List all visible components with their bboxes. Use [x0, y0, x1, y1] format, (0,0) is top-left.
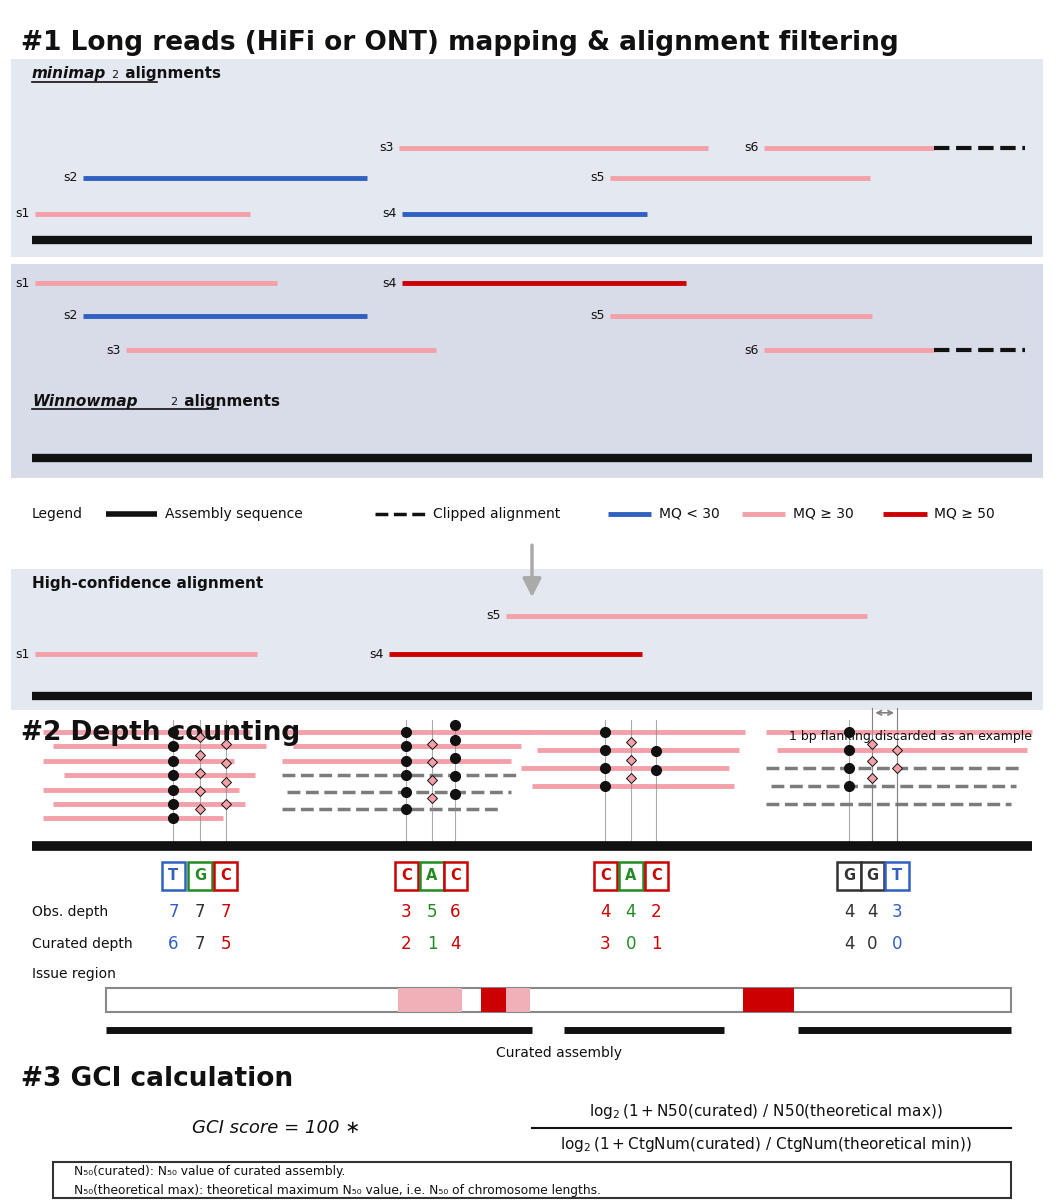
Text: 4: 4 — [450, 936, 461, 953]
Text: High-confidence alignment: High-confidence alignment — [32, 576, 263, 590]
Text: 1: 1 — [651, 936, 662, 953]
Text: s5: s5 — [486, 610, 501, 622]
Text: C: C — [220, 869, 231, 883]
Text: MQ ≥ 50: MQ ≥ 50 — [934, 506, 995, 521]
Text: C: C — [401, 869, 412, 883]
Text: G: G — [194, 869, 206, 883]
Text: minimap: minimap — [32, 66, 106, 80]
Bar — [481, 988, 506, 1012]
Bar — [743, 988, 794, 1012]
Bar — [506, 988, 530, 1012]
Text: N₅₀(curated): N₅₀ value of curated assembly.
N₅₀(theoretical max): theoretical m: N₅₀(curated): N₅₀ value of curated assem… — [74, 1165, 617, 1200]
Text: s3: s3 — [379, 142, 394, 154]
Text: s1: s1 — [15, 648, 30, 660]
Bar — [594, 862, 617, 890]
Text: 3: 3 — [401, 902, 412, 922]
Bar — [645, 862, 668, 890]
Bar — [444, 862, 467, 890]
Text: s6: s6 — [744, 142, 759, 154]
Text: 7: 7 — [195, 902, 205, 922]
Bar — [395, 862, 418, 890]
Text: #1 Long reads (HiFi or ONT) mapping & alignment filtering: #1 Long reads (HiFi or ONT) mapping & al… — [21, 30, 899, 56]
Text: 5: 5 — [427, 902, 437, 922]
Text: 1 bp flanking discarded as an example: 1 bp flanking discarded as an example — [789, 730, 1032, 743]
Text: G: G — [843, 869, 855, 883]
Text: C: C — [450, 869, 461, 883]
Text: 7: 7 — [195, 936, 205, 953]
Text: alignments: alignments — [120, 66, 221, 80]
Text: 6: 6 — [450, 902, 461, 922]
Bar — [188, 862, 212, 890]
Text: 3: 3 — [600, 936, 611, 953]
Bar — [106, 988, 1011, 1012]
Text: Assembly sequence: Assembly sequence — [165, 506, 302, 521]
Text: Winnowmap: Winnowmap — [32, 394, 137, 408]
Text: #3 GCI calculation: #3 GCI calculation — [21, 1066, 294, 1092]
Text: 7: 7 — [168, 902, 179, 922]
Bar — [861, 862, 884, 890]
Text: 0: 0 — [626, 936, 636, 953]
Text: G: G — [866, 869, 879, 883]
Text: T: T — [892, 869, 902, 883]
Text: $\log_2(1 + \mathrm{N50(curated)\ /\ N50(theoretical\ max)})$: $\log_2(1 + \mathrm{N50(curated)\ /\ N50… — [589, 1102, 943, 1121]
Bar — [398, 988, 462, 1012]
Text: Curated depth: Curated depth — [32, 937, 133, 952]
Text: 6: 6 — [168, 936, 179, 953]
Text: s2: s2 — [63, 172, 78, 184]
Text: s4: s4 — [382, 208, 397, 220]
Text: 2: 2 — [170, 397, 178, 407]
Text: 4: 4 — [867, 902, 878, 922]
Text: s5: s5 — [589, 172, 604, 184]
Text: GCI score = 100 ∗: GCI score = 100 ∗ — [192, 1118, 360, 1138]
Bar — [53, 1162, 1011, 1198]
Bar — [11, 264, 1043, 478]
Text: Legend: Legend — [32, 506, 83, 521]
Text: s3: s3 — [105, 344, 120, 356]
Bar — [214, 862, 237, 890]
Text: $\log_2(1 + \mathrm{CtgNum(curated)\ /\ CtgNum(theoretical\ min)})$: $\log_2(1 + \mathrm{CtgNum(curated)\ /\ … — [560, 1135, 972, 1154]
Bar — [162, 862, 185, 890]
Text: 1: 1 — [427, 936, 437, 953]
Text: T: T — [168, 869, 179, 883]
Text: alignments: alignments — [179, 394, 280, 408]
Text: s4: s4 — [382, 277, 397, 289]
Text: MQ ≥ 30: MQ ≥ 30 — [793, 506, 853, 521]
Text: s2: s2 — [63, 310, 78, 322]
Text: MQ < 30: MQ < 30 — [659, 506, 719, 521]
Bar — [885, 862, 909, 890]
Bar — [837, 862, 861, 890]
Text: 2: 2 — [401, 936, 412, 953]
Text: s4: s4 — [369, 648, 384, 660]
Text: A: A — [626, 869, 636, 883]
Text: s1: s1 — [15, 277, 30, 289]
Text: s5: s5 — [589, 310, 604, 322]
Text: Obs. depth: Obs. depth — [32, 905, 109, 919]
Text: Curated assembly: Curated assembly — [496, 1046, 621, 1061]
Bar — [619, 862, 643, 890]
Text: Clipped alignment: Clipped alignment — [433, 506, 561, 521]
Text: s6: s6 — [744, 344, 759, 356]
Text: 4: 4 — [844, 936, 854, 953]
Text: Issue region: Issue region — [32, 967, 116, 982]
Text: C: C — [600, 869, 611, 883]
Text: 2: 2 — [111, 70, 118, 79]
Text: C: C — [651, 869, 662, 883]
Text: 0: 0 — [892, 936, 902, 953]
Bar — [11, 59, 1043, 257]
Text: s1: s1 — [15, 208, 30, 220]
Bar — [11, 569, 1043, 710]
Text: 2: 2 — [651, 902, 662, 922]
Text: 5: 5 — [220, 936, 231, 953]
Text: #2 Depth counting: #2 Depth counting — [21, 720, 300, 746]
Text: 4: 4 — [600, 902, 611, 922]
Text: 4: 4 — [844, 902, 854, 922]
Text: 3: 3 — [892, 902, 902, 922]
Text: 0: 0 — [867, 936, 878, 953]
Text: 7: 7 — [220, 902, 231, 922]
Text: 4: 4 — [626, 902, 636, 922]
Bar — [420, 862, 444, 890]
Text: A: A — [427, 869, 437, 883]
